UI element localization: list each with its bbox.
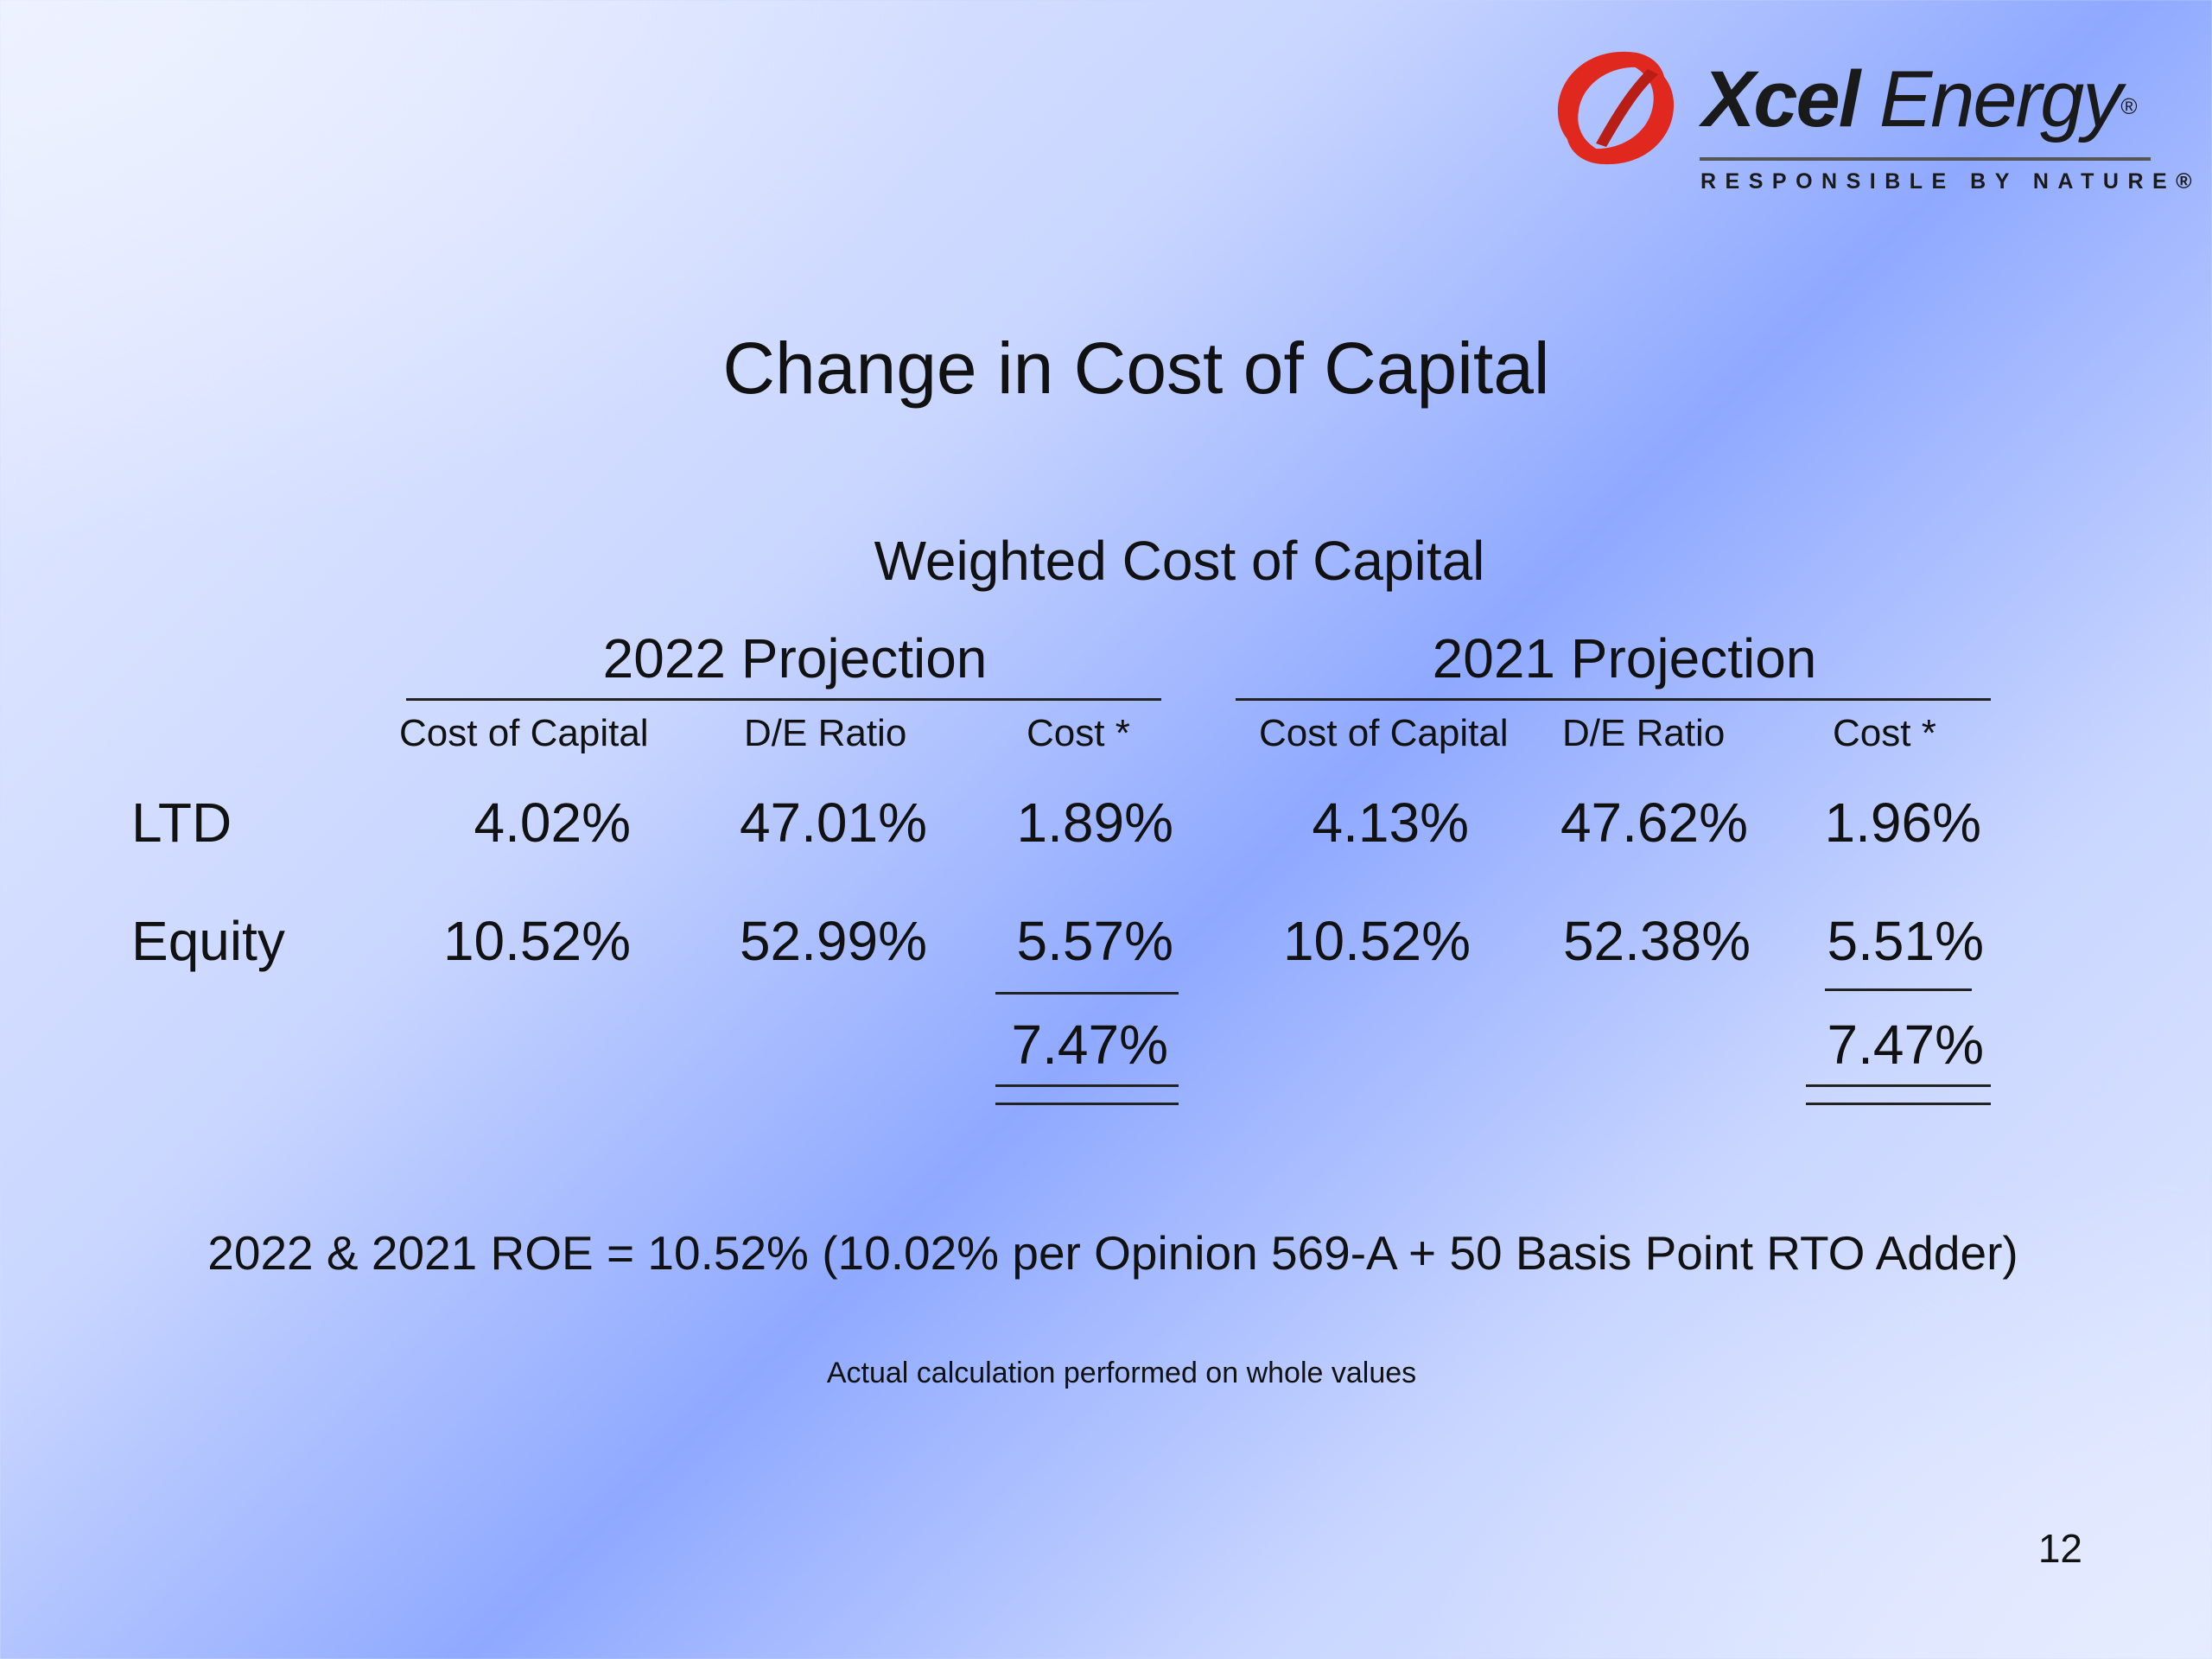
total-2021-double-rule-lower (1806, 1103, 1991, 1105)
row-label-ltd: LTD (131, 791, 232, 854)
group-2022-title: 2022 Projection (602, 627, 988, 690)
slide-title: Change in Cost of Capital (722, 327, 1550, 409)
ltd-2021-cost: 1.96% (1824, 791, 1981, 854)
group-2021-rule (1236, 698, 1991, 701)
ltd-2022-cost-of-capital: 4.02% (474, 791, 631, 854)
ltd-2022-cost: 1.89% (1016, 791, 1173, 854)
group-2021-title: 2021 Projection (1432, 627, 1817, 690)
ltd-2021-cost-of-capital: 4.13% (1312, 791, 1469, 854)
equity-2021-cost-of-capital: 10.52% (1282, 910, 1471, 972)
logo-divider (1700, 157, 2151, 161)
table-title: Weighted Cost of Capital (874, 530, 1485, 592)
col-header-2021-cost: Cost * (1833, 712, 1936, 754)
logo-wordmark: Xcel Energy® (1702, 52, 2138, 147)
ltd-2022-de-ratio: 47.01% (739, 791, 927, 854)
equity-2021-cost: 5.51% (1827, 910, 1984, 972)
total-2021-cost: 7.47% (1827, 1014, 1984, 1076)
col-header-2022-cost-of-capital: Cost of Capital (399, 712, 649, 754)
group-2022-rule (406, 698, 1161, 701)
logo-wordmark-energy: Energy (1878, 55, 2122, 143)
equity-2022-cost-of-capital: 10.52% (442, 910, 631, 972)
total-2021-double-rule-upper (1806, 1084, 1991, 1087)
calculation-note: Actual calculation performed on whole va… (826, 1357, 1417, 1389)
sum-rule-2021 (1825, 988, 1972, 991)
col-header-2021-cost-of-capital: Cost of Capital (1259, 712, 1509, 754)
col-header-2021-de-ratio: D/E Ratio (1562, 712, 1726, 754)
total-2022-double-rule-upper (995, 1084, 1179, 1087)
logo-tagline: RESPONSIBLE BY NATURE® (1700, 169, 2202, 194)
equity-2022-cost: 5.57% (1016, 910, 1173, 972)
col-header-2022-de-ratio: D/E Ratio (744, 712, 907, 754)
roe-note: 2022 & 2021 ROE = 10.52% (10.02% per Opi… (207, 1226, 2018, 1280)
logo-wordmark-xcel: Xcel (1702, 55, 1860, 143)
sum-rule-2022 (995, 992, 1179, 995)
ltd-2021-de-ratio: 47.62% (1560, 791, 1748, 854)
equity-2022-de-ratio: 52.99% (739, 910, 927, 972)
row-label-equity: Equity (131, 910, 285, 972)
xcel-swirl-icon (1557, 51, 1675, 165)
total-2022-double-rule-lower (995, 1103, 1179, 1105)
col-header-2022-cost: Cost * (1027, 712, 1130, 754)
equity-2021-de-ratio: 52.38% (1562, 910, 1751, 972)
page-number: 12 (2037, 1526, 2082, 1571)
xcel-energy-logo: Xcel Energy® RESPONSIBLE BY NATURE® (1551, 43, 2192, 199)
total-2022-cost: 7.47% (1011, 1014, 1168, 1076)
logo-registered-mark: ® (2120, 93, 2137, 119)
